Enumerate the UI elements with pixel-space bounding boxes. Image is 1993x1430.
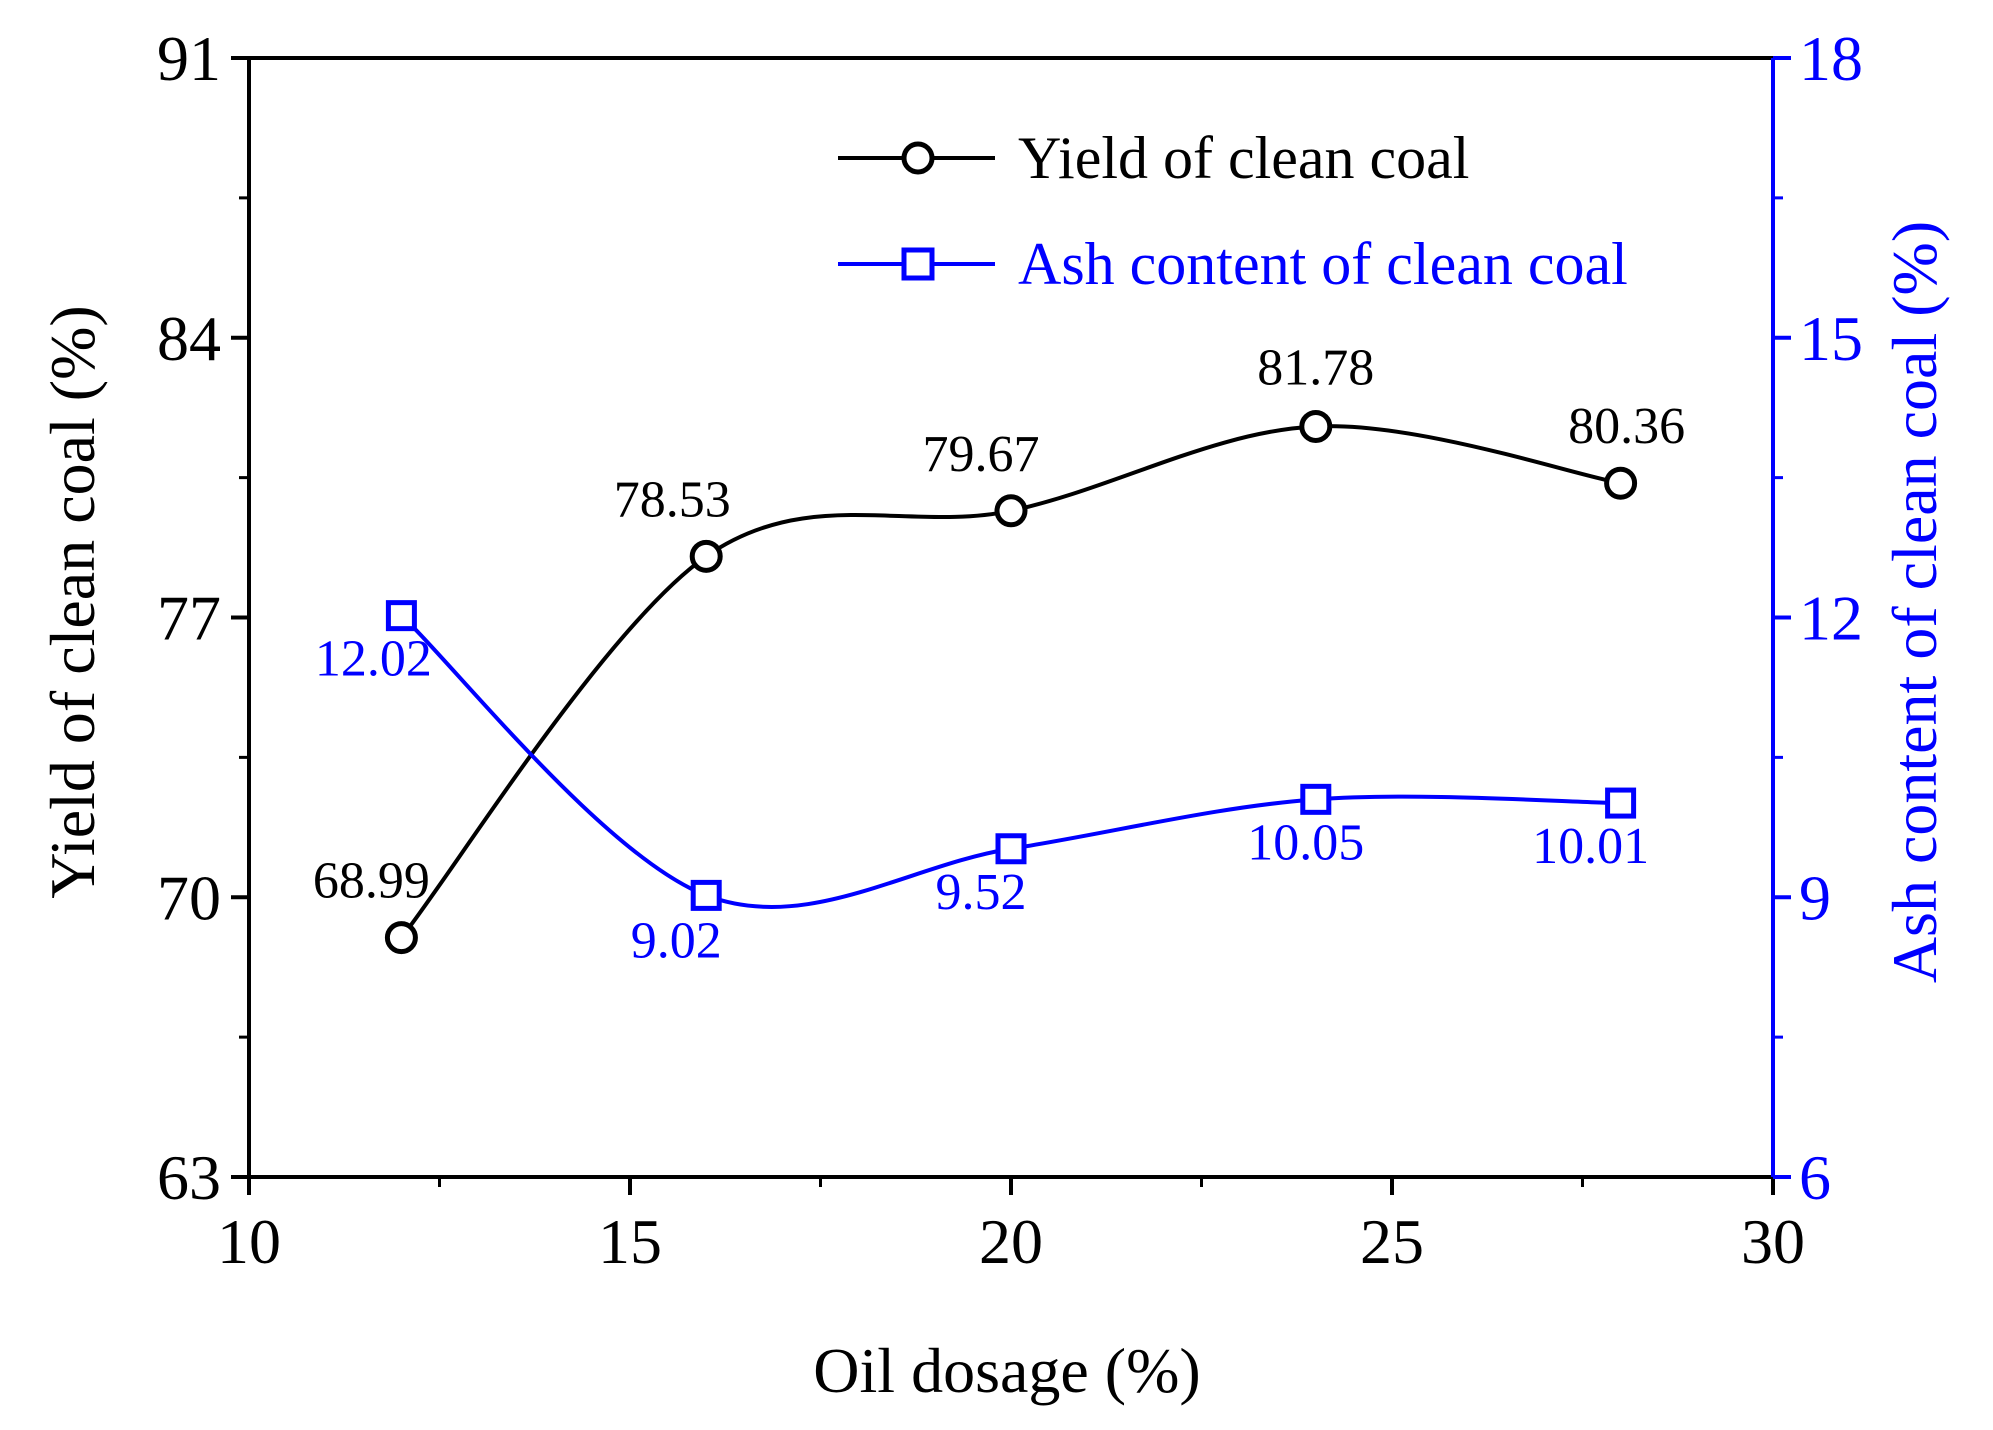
yield-point	[1299, 409, 1333, 443]
x-tick-label: 15	[598, 1206, 662, 1277]
y-left-tick-label: 77	[157, 583, 221, 654]
ash-point	[1300, 783, 1332, 815]
y-axis-right-title: Ash content of clean coal (%)	[1879, 221, 1950, 983]
ash-data-label: 9.52	[936, 864, 1027, 921]
legend-marker-ash	[901, 247, 935, 281]
x-axis-title: Oil dosage (%)	[813, 1335, 1200, 1406]
x-tick-label: 30	[1741, 1206, 1805, 1277]
yield-data-label: 81.78	[1257, 339, 1374, 396]
y-right-tick-label: 6	[1799, 1142, 1831, 1213]
y-right-tick-label: 18	[1799, 23, 1863, 94]
x-tick-label: 25	[1360, 1206, 1424, 1277]
yield-point	[1604, 466, 1638, 500]
legend-marker-yield	[901, 141, 935, 175]
ash-point	[995, 833, 1027, 865]
y-left-tick-label: 63	[157, 1142, 221, 1213]
y-right-tick-label: 9	[1799, 862, 1831, 933]
y-left-tick-label: 91	[157, 23, 221, 94]
ash-data-label: 10.01	[1532, 818, 1649, 875]
yield-point	[689, 539, 723, 573]
legend: Yield of clean coal Ash content of clean…	[838, 125, 1628, 297]
yield-data-label: 80.36	[1568, 398, 1685, 455]
yield-data-label: 79.67	[923, 426, 1040, 483]
ash-data-label: 9.02	[631, 912, 722, 969]
series-layer	[384, 409, 1638, 955]
yield-point	[994, 494, 1028, 528]
y-right-tick-label: 12	[1799, 583, 1863, 654]
legend-label-ash: Ash content of clean coal	[1018, 231, 1628, 297]
y-right-tick-label: 15	[1799, 303, 1863, 374]
ash-data-label: 12.02	[315, 631, 432, 688]
series-line-ash	[400, 614, 1621, 910]
ash-point	[385, 600, 417, 632]
x-tick-label: 20	[979, 1206, 1043, 1277]
series-line-yield	[399, 424, 1621, 939]
ash-point	[690, 879, 722, 911]
yield-point	[384, 921, 418, 955]
y-left-tick-label: 84	[157, 303, 221, 374]
y-left-tick-label: 70	[157, 862, 221, 933]
legend-label-yield: Yield of clean coal	[1018, 125, 1469, 191]
x-tick-label: 10	[217, 1206, 281, 1277]
yield-data-label: 78.53	[614, 471, 731, 528]
data-labels: 68.99 78.53 79.67 81.78 80.36 12.02 9.02 9.52 10…	[313, 339, 1685, 969]
ash-data-label: 10.05	[1247, 814, 1364, 871]
y-axis-left-title: Yield of clean coal (%)	[37, 305, 108, 899]
yield-data-label: 68.99	[313, 853, 430, 910]
axes: 10 15 20 25 30 63 70 77 84 91 6 9 12 15 18	[157, 23, 1863, 1277]
ash-point	[1605, 787, 1637, 819]
